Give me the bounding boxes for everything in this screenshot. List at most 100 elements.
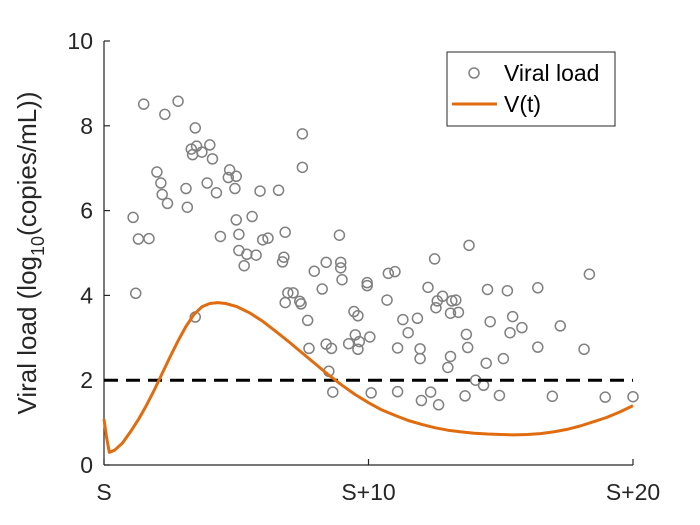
viral-load-point [424,386,437,398]
viral-load-point [342,337,355,350]
viral-load-point [156,188,168,201]
legend-viral-load-marker [468,67,480,79]
viral-load-point [450,294,462,306]
viral-load-point [415,394,428,407]
viral-load-point [422,281,434,294]
axes: S S+10 S+20 0 2 4 6 8 10 [67,28,660,505]
viral-load-point [230,214,242,226]
viral-load-point [452,306,465,319]
viral-load-point [333,229,346,241]
viral-load-point [382,267,395,280]
viral-load-point [301,314,314,327]
viral-load-point [428,253,441,265]
viral-load-point [334,256,347,269]
x-tick-label: S+10 [341,479,395,505]
viral-load-point [353,335,365,348]
viral-load-point [436,290,449,302]
viral-load-point [506,310,519,323]
y-axis-label: Viral load (log10(copies/mL)) [12,91,48,414]
viral-load-point [155,177,167,189]
y-tick-label: 4 [80,282,93,308]
viral-load-point [296,161,309,174]
viral-load-point [137,98,150,110]
viral-load-point [599,391,611,403]
viral-load-point [461,341,474,354]
viral-load-point [276,256,289,268]
viral-load-point [578,343,590,355]
viral-load-point [361,279,373,292]
viral-load-point [282,287,294,299]
viral-load-point [262,232,274,244]
y-tick-label: 8 [80,113,93,139]
viral-load-point [308,265,321,277]
viral-load-point [361,276,373,289]
viral-load-point [442,361,454,374]
y-tick-label: 2 [80,367,93,393]
viral-load-point [327,386,339,398]
viral-load-point [256,234,269,246]
viral-load-point [278,251,290,263]
viral-load-point [316,283,328,295]
viral-load-point [477,379,490,392]
viral-load-point [181,201,194,213]
viral-load-point [279,296,291,309]
viral-load-point [554,320,567,332]
viral-load-point [459,390,471,402]
viral-load-point [201,177,213,189]
viral-load-point [230,170,242,183]
viral-load-point [463,239,475,252]
y-tick-label: 6 [80,198,93,224]
x-tick-label: S+20 [606,479,660,505]
y-tick-label: 10 [67,28,93,54]
viral-load-point [233,228,245,241]
viral-load-point [501,284,514,297]
viral-load-point [129,287,142,300]
viral-load-point [411,312,424,325]
viral-load-point [250,249,262,261]
legend-box [446,51,616,127]
viral-load-point [132,233,145,245]
vt-curve-line [102,301,634,454]
viral-load-point [391,342,404,354]
viral-load-point [204,139,216,151]
viral-load-point [546,390,559,403]
viral-load-point [296,128,309,140]
legend: Viral load V(t) [446,51,616,127]
viral-load-point [583,268,596,280]
viral-load-point [381,294,393,306]
viral-load-point [254,185,266,197]
viral-load-point [497,352,510,365]
viral-load-point [325,342,338,355]
viral-load-point [272,184,285,196]
viral-load-point [143,232,155,245]
viral-load-point [161,197,174,210]
viral-load-point [432,399,445,411]
viral-load-point [229,182,241,195]
viral-load-point [352,310,364,322]
viral-load-point [444,307,457,319]
legend-viral-load-label: Viral load [504,60,599,86]
viral-load-point [397,313,409,326]
viral-load-point [246,210,258,223]
viral-load-point [320,256,332,269]
viral-load-point [303,342,315,355]
viral-load-point [241,248,253,261]
viral-load-point [206,153,219,165]
viral-load-point [196,146,208,158]
viral-load-point [222,171,235,184]
viral-load-point [127,211,139,224]
viral-load-point [336,273,348,286]
viral-load-point [493,389,506,402]
y-axis-label-prefix: Viral load (log [12,256,42,415]
viral-load-point [279,226,291,238]
viral-load-point [504,326,516,339]
viral-load-point [365,387,377,399]
viral-load-point [460,328,473,341]
y-axis-label-subscript: 10 [28,236,48,256]
viral-load-point [364,331,376,343]
viral-load-point [159,108,171,121]
y-axis-label-suffix: (copies/mL)) [12,91,42,235]
viral-load-point [189,122,202,134]
viral-load-point [627,390,639,403]
